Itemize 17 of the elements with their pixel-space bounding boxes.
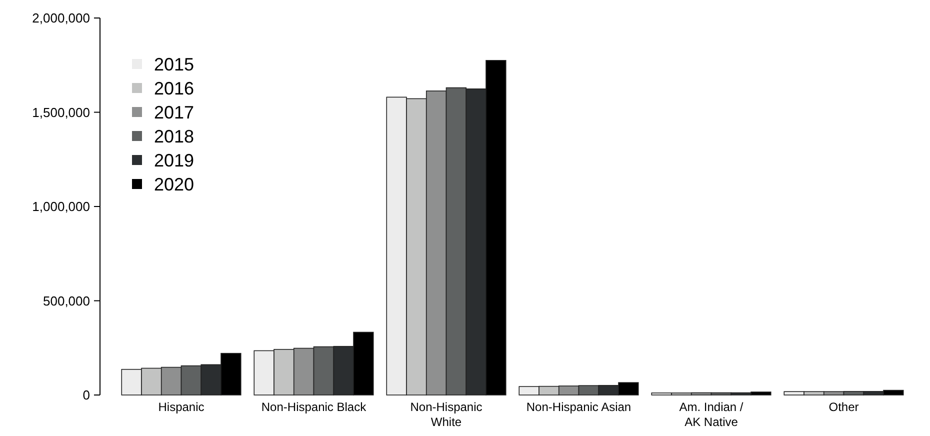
y-tick-label: 1,000,000 — [32, 199, 90, 214]
legend-label: 2015 — [154, 54, 194, 74]
x-tick-label: Non-Hispanic Black — [261, 400, 368, 414]
y-tick-label: 500,000 — [43, 293, 90, 308]
legend-label: 2016 — [154, 78, 194, 98]
x-tick-label: Hispanic — [158, 400, 204, 414]
legend-label: 2018 — [154, 126, 194, 146]
legend-label: 2020 — [154, 174, 194, 194]
x-tick-label: Other — [828, 400, 859, 414]
x-tick-label: Am. Indian / AK Native — [679, 400, 744, 429]
y-tick-label: 2,000,000 — [32, 10, 90, 26]
y-tick-label: 0 — [82, 388, 90, 403]
x-tick-label: Non-Hispanic White — [410, 400, 482, 429]
legend-label: 2017 — [154, 102, 194, 122]
y-tick-label: 1,500,000 — [32, 104, 90, 120]
x-tick-label: Non-Hispanic Asian — [526, 400, 632, 414]
legend-label: 2019 — [154, 150, 194, 170]
